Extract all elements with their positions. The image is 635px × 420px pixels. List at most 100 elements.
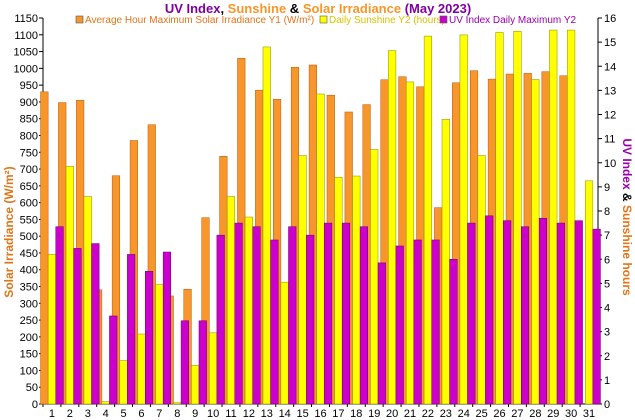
- y2-tick-label: 11: [604, 134, 615, 146]
- y1-tick-label: 950: [20, 80, 38, 92]
- bar-uv-index-day-16: [324, 222, 333, 405]
- axes: 0501001502002503003504004505005506006507…: [14, 13, 617, 420]
- bar-sunshine-day-4: [101, 401, 110, 405]
- y2-tick-label: 7: [604, 230, 610, 242]
- y2-tick-label: 16: [604, 13, 616, 25]
- bar-uv-index-day-14: [288, 226, 297, 405]
- legend-swatch: [75, 15, 84, 24]
- bar-irradiance-day-1: [40, 91, 49, 405]
- title-sunshine: Sunshine: [228, 1, 287, 16]
- bar-uv-index-day-20: [395, 245, 404, 405]
- x-tick-label: 3: [85, 408, 91, 420]
- y-axis-left-label: Solar Irradiance (W/m²): [2, 166, 16, 297]
- x-tick-label: 8: [174, 408, 180, 420]
- x-tick-label: 19: [368, 408, 380, 420]
- bar-sunshine-day-23: [441, 119, 450, 405]
- y1-tick-label: 600: [20, 198, 38, 210]
- bar-uv-index-day-24: [467, 222, 476, 405]
- y-axis-right-uv: UV Index: [620, 138, 634, 190]
- x-tick-label: 26: [493, 408, 505, 420]
- y1-tick-label: 150: [20, 349, 38, 361]
- bar-sunshine-day-14: [280, 281, 289, 405]
- x-tick-label: 13: [261, 408, 273, 420]
- x-tick-label: 18: [350, 408, 362, 420]
- y1-tick-label: 900: [20, 97, 38, 109]
- x-tick-label: 24: [458, 408, 470, 420]
- bar-sunshine-day-6: [137, 333, 146, 405]
- bar-sunshine-day-18: [352, 175, 361, 405]
- bar-uv-index-day-31: [592, 228, 601, 405]
- legend-swatch: [439, 15, 448, 24]
- bars: [40, 29, 601, 405]
- title-sep2: &: [286, 1, 303, 16]
- legend-swatch: [319, 15, 328, 24]
- bar-uv-index-day-21: [413, 239, 422, 405]
- bar-sunshine-day-24: [459, 34, 468, 405]
- legend-label: Average Hour Maximum Solar Irradiance Y1…: [85, 15, 314, 26]
- y2-tick-label: 6: [604, 254, 610, 266]
- bar-sunshine-day-20: [388, 50, 397, 405]
- bar-uv-index-day-2: [73, 248, 82, 405]
- bar-sunshine-day-19: [370, 149, 379, 405]
- bar-uv-index-day-5: [127, 254, 136, 405]
- x-tick-label: 22: [422, 408, 434, 420]
- y1-tick-label: 1100: [14, 30, 38, 42]
- x-tick-label: 11: [225, 408, 236, 420]
- bar-sunshine-day-7: [155, 284, 164, 405]
- bar-sunshine-day-22: [423, 35, 432, 405]
- y1-tick-label: 500: [20, 231, 38, 243]
- y1-tick-label: 300: [20, 298, 38, 310]
- y2-tick-label: 10: [604, 158, 616, 170]
- bar-uv-index-day-7: [162, 251, 172, 405]
- x-tick-label: 1: [49, 408, 55, 420]
- y2-tick-label: 2: [604, 351, 610, 363]
- title-sep1: ,: [220, 1, 227, 16]
- x-tick-label: 16: [314, 408, 326, 420]
- x-tick-label: 4: [103, 408, 109, 420]
- bar-uv-index-day-18: [359, 226, 368, 405]
- bar-uv-index-day-28: [538, 217, 547, 405]
- bar-sunshine-day-2: [65, 166, 74, 405]
- chart-title: UV Index, Sunshine & Solar Irradiance (M…: [165, 1, 471, 16]
- bar-sunshine-day-16: [316, 93, 325, 405]
- y1-tick-label: 1050: [14, 47, 38, 59]
- bar-sunshine-day-15: [298, 155, 307, 405]
- bar-uv-index-day-4: [109, 315, 118, 405]
- y2-tick-label: 0: [604, 399, 610, 411]
- bar-uv-index-day-19: [377, 262, 386, 405]
- y1-tick-label: 1150: [14, 13, 38, 25]
- legend: Average Hour Maximum Solar Irradiance Y1…: [75, 15, 577, 26]
- bar-uv-index-day-11: [234, 222, 243, 405]
- bar-sunshine-day-3: [83, 196, 92, 405]
- bar-uv-index-day-22: [431, 239, 440, 405]
- bar-uv-index-day-26: [503, 220, 512, 405]
- bar-uv-index-day-25: [485, 215, 494, 405]
- bar-uv-index-day-8: [180, 320, 189, 405]
- bar-uv-index-day-10: [216, 234, 225, 405]
- y1-tick-label: 1000: [14, 63, 38, 75]
- bar-sunshine-day-25: [477, 155, 486, 405]
- y1-tick-label: 800: [20, 130, 38, 142]
- y1-tick-label: 350: [20, 282, 38, 294]
- x-tick-label: 14: [279, 408, 291, 420]
- bar-uv-index-day-17: [341, 222, 351, 405]
- x-tick-label: 9: [192, 408, 198, 420]
- bar-sunshine-day-30: [567, 29, 576, 405]
- x-tick-label: 25: [476, 408, 488, 420]
- x-tick-label: 6: [138, 408, 144, 420]
- y2-tick-label: 13: [604, 85, 616, 97]
- bar-sunshine-day-8: [173, 402, 182, 405]
- y2-tick-label: 5: [604, 278, 610, 290]
- y1-tick-label: 750: [20, 147, 38, 159]
- x-tick-label: 28: [529, 408, 541, 420]
- bar-sunshine-day-9: [191, 365, 200, 405]
- x-tick-label: 27: [511, 408, 523, 420]
- x-tick-label: 20: [386, 408, 398, 420]
- title-suffix: (May 2023): [401, 1, 471, 16]
- y-axis-right-sunshine: Sunshine hours: [620, 205, 634, 296]
- x-tick-label: 12: [243, 408, 255, 420]
- bar-uv-index-day-1: [55, 226, 64, 405]
- y2-tick-label: 15: [604, 37, 616, 49]
